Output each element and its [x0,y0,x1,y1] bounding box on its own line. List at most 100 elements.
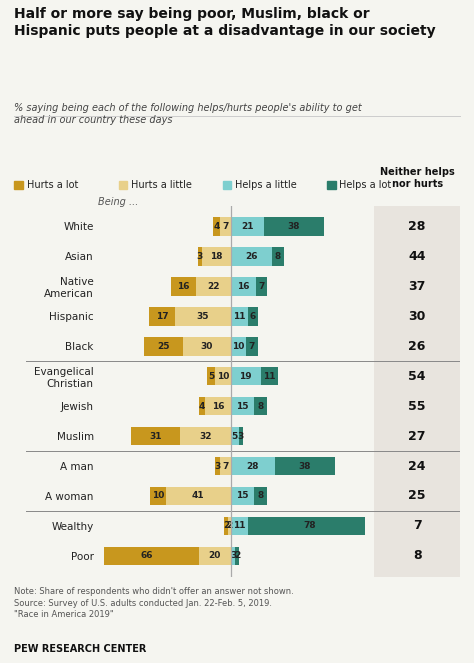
Bar [228,516,231,535]
Text: 17: 17 [155,312,168,321]
Text: Hurts a little: Hurts a little [131,180,191,190]
Text: 7: 7 [249,341,255,351]
Text: 2: 2 [226,521,232,530]
Text: 26: 26 [245,252,257,261]
Bar [150,487,166,505]
Text: 54: 54 [409,370,426,383]
Text: 4: 4 [199,402,205,410]
Text: 24: 24 [409,459,426,473]
Bar [231,277,256,296]
Text: 3: 3 [238,432,244,441]
Text: 16: 16 [177,282,190,291]
Text: 7: 7 [413,519,421,532]
Text: 10: 10 [232,341,245,351]
Bar [248,516,371,535]
Text: 25: 25 [157,341,170,351]
Bar [231,247,272,266]
Bar [144,337,183,355]
Text: 44: 44 [409,250,426,263]
Bar [198,247,202,266]
Bar [207,367,215,385]
Bar [224,516,228,535]
Text: 5: 5 [231,432,238,441]
Text: 19: 19 [239,372,252,381]
Text: Neither helps
nor hurts: Neither helps nor hurts [380,167,455,189]
Bar [261,367,278,385]
Text: 32: 32 [199,432,212,441]
Text: 10: 10 [152,491,164,501]
Text: 3: 3 [197,252,203,261]
Bar [205,397,231,416]
Text: 7: 7 [222,222,228,231]
Bar [255,397,267,416]
Text: 11: 11 [233,521,246,530]
Text: 30: 30 [201,341,213,351]
Bar [255,487,267,505]
Bar [231,427,238,446]
Bar [215,367,231,385]
Bar [231,516,248,535]
Text: 30: 30 [409,310,426,323]
Text: 8: 8 [257,491,264,501]
Text: 11: 11 [263,372,276,381]
Bar [196,277,231,296]
Text: 16: 16 [212,402,224,410]
Bar [219,457,231,475]
Text: 37: 37 [409,280,426,293]
Bar [236,546,238,565]
Bar [148,307,175,326]
Bar [175,307,231,326]
Bar [231,546,236,565]
Text: 25: 25 [409,489,426,503]
Text: 10: 10 [217,372,229,381]
Bar [248,307,257,326]
Bar [231,457,275,475]
Text: 15: 15 [236,402,249,410]
Text: 7: 7 [258,282,264,291]
Text: % saying being each of the following helps/hurts people's ability to get
ahead i: % saying being each of the following hel… [14,103,362,125]
Text: 22: 22 [207,282,219,291]
Text: 8: 8 [275,252,281,261]
Text: Helps a lot: Helps a lot [339,180,392,190]
Text: 4: 4 [213,222,219,231]
Bar [231,337,246,355]
Bar [264,217,324,236]
Bar [256,277,267,296]
Bar [215,457,219,475]
Text: 16: 16 [237,282,250,291]
Bar [199,546,231,565]
Bar [180,427,231,446]
Text: 28: 28 [409,220,426,233]
Text: 8: 8 [257,402,264,410]
Text: 38: 38 [299,461,311,471]
Text: 3: 3 [214,461,220,471]
Text: Half or more say being poor, Muslim, black or
Hispanic puts people at a disadvan: Half or more say being poor, Muslim, bla… [14,7,436,38]
Text: 26: 26 [409,339,426,353]
Bar [246,337,257,355]
Bar [131,427,180,446]
Bar [231,487,255,505]
Text: 38: 38 [288,222,300,231]
Text: 78: 78 [303,521,316,530]
Text: 41: 41 [192,491,205,501]
Bar [272,247,284,266]
Text: 66: 66 [141,552,153,560]
Text: 6: 6 [250,312,256,321]
Text: 7: 7 [222,461,228,471]
Text: Being ...: Being ... [98,197,138,207]
Text: 27: 27 [409,430,426,443]
Text: 21: 21 [241,222,254,231]
Bar [219,217,231,236]
Text: 20: 20 [209,552,221,560]
Text: 11: 11 [233,312,246,321]
Text: PEW RESEARCH CENTER: PEW RESEARCH CENTER [14,644,146,654]
Text: 8: 8 [413,550,421,562]
Text: 5: 5 [208,372,214,381]
Text: 3: 3 [230,552,236,560]
Bar [95,546,199,565]
Text: 2: 2 [234,552,240,560]
Bar [231,217,264,236]
Bar [231,367,261,385]
Bar [202,247,231,266]
Text: Hurts a lot: Hurts a lot [27,180,78,190]
